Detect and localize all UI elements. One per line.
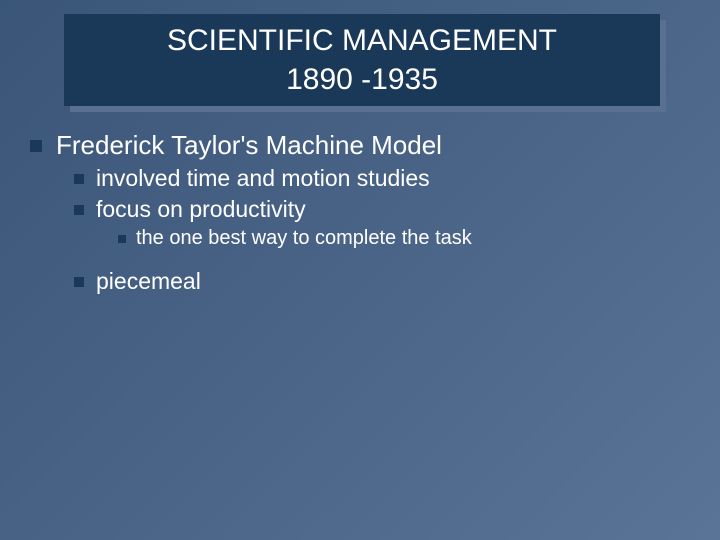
bullet-text: Frederick Taylor's Machine Model [56, 130, 442, 161]
bullet-text: the one best way to complete the task [136, 227, 472, 250]
content-area: Frederick Taylor's Machine Model involve… [30, 130, 690, 299]
bullet-level2: piecemeal [74, 268, 690, 295]
title-box: SCIENTIFIC MANAGEMENT 1890 -1935 [64, 14, 660, 106]
square-bullet-icon [74, 174, 84, 184]
bullet-level3: the one best way to complete the task [118, 227, 690, 250]
bullet-level1: Frederick Taylor's Machine Model [30, 130, 690, 161]
square-bullet-icon [74, 277, 84, 287]
square-bullet-icon [74, 205, 84, 215]
title-line-1: SCIENTIFIC MANAGEMENT [167, 21, 557, 60]
square-bullet-icon [118, 235, 126, 243]
title-line-2: 1890 -1935 [286, 60, 438, 99]
spacer [30, 254, 690, 268]
bullet-text: involved time and motion studies [96, 165, 430, 192]
bullet-text: piecemeal [96, 268, 201, 295]
bullet-text: focus on productivity [96, 196, 306, 223]
bullet-level2: focus on productivity [74, 196, 690, 223]
bullet-level2: involved time and motion studies [74, 165, 690, 192]
square-bullet-icon [30, 140, 42, 152]
